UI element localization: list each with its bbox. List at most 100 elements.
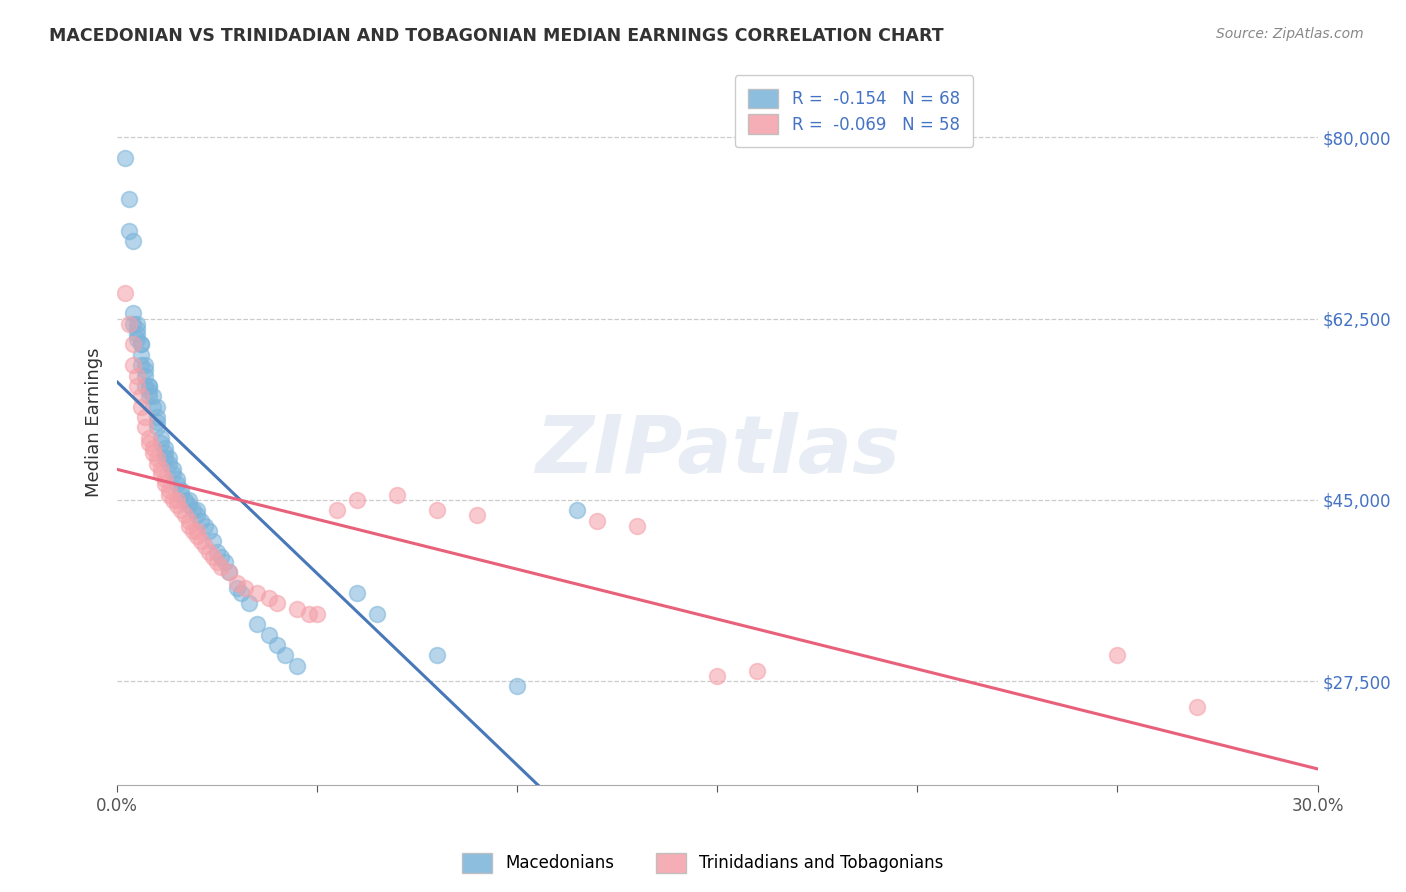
Point: [186, 524, 208, 538]
Point: [129, 337, 152, 351]
Point: [150, 436, 173, 450]
Point: [190, 534, 212, 549]
Point: [170, 483, 193, 497]
Point: [146, 415, 169, 429]
Point: [153, 451, 176, 466]
Point: [186, 508, 208, 523]
Point: [506, 679, 529, 693]
Point: [118, 193, 141, 207]
Point: [162, 467, 184, 481]
Point: [426, 503, 449, 517]
Point: [122, 306, 145, 320]
Point: [122, 358, 145, 372]
Point: [198, 544, 221, 558]
Point: [266, 638, 288, 652]
Point: [138, 389, 160, 403]
Point: [194, 540, 217, 554]
Point: [387, 488, 409, 502]
Point: [138, 379, 160, 393]
Point: [586, 514, 609, 528]
Point: [129, 400, 152, 414]
Point: [150, 467, 173, 481]
Legend: R =  -0.154   N = 68, R =  -0.069   N = 58: R = -0.154 N = 68, R = -0.069 N = 58: [735, 75, 973, 147]
Point: [257, 627, 280, 641]
Point: [285, 658, 308, 673]
Point: [198, 524, 221, 538]
Point: [150, 431, 173, 445]
Point: [153, 477, 176, 491]
Text: MACEDONIAN VS TRINIDADIAN AND TOBAGONIAN MEDIAN EARNINGS CORRELATION CHART: MACEDONIAN VS TRINIDADIAN AND TOBAGONIAN…: [49, 27, 943, 45]
Point: [205, 544, 228, 558]
Point: [174, 508, 197, 523]
Point: [186, 529, 208, 543]
Point: [114, 285, 136, 300]
Point: [298, 607, 321, 621]
Point: [238, 597, 260, 611]
Point: [134, 379, 156, 393]
Point: [122, 337, 145, 351]
Point: [129, 337, 152, 351]
Point: [246, 586, 269, 600]
Point: [170, 503, 193, 517]
Point: [194, 518, 217, 533]
Point: [186, 503, 208, 517]
Point: [134, 363, 156, 377]
Point: [142, 441, 165, 455]
Point: [231, 586, 253, 600]
Point: [157, 451, 180, 466]
Point: [166, 498, 188, 512]
Point: [209, 549, 232, 564]
Point: [1107, 648, 1129, 663]
Point: [118, 317, 141, 331]
Point: [146, 457, 169, 471]
Point: [142, 446, 165, 460]
Point: [174, 492, 197, 507]
Point: [142, 400, 165, 414]
Point: [567, 503, 589, 517]
Point: [179, 518, 201, 533]
Point: [129, 389, 152, 403]
Point: [122, 317, 145, 331]
Legend: Macedonians, Trinidadians and Tobagonians: Macedonians, Trinidadians and Tobagonian…: [456, 847, 950, 880]
Point: [134, 409, 156, 424]
Point: [129, 358, 152, 372]
Point: [146, 400, 169, 414]
Point: [205, 555, 228, 569]
Point: [146, 409, 169, 424]
Point: [153, 441, 176, 455]
Point: [326, 503, 349, 517]
Point: [138, 431, 160, 445]
Point: [138, 379, 160, 393]
Point: [134, 368, 156, 383]
Point: [285, 601, 308, 615]
Point: [134, 420, 156, 434]
Point: [465, 508, 488, 523]
Point: [181, 524, 204, 538]
Point: [1187, 700, 1209, 714]
Y-axis label: Median Earnings: Median Earnings: [86, 347, 103, 497]
Point: [166, 477, 188, 491]
Point: [162, 462, 184, 476]
Point: [127, 379, 149, 393]
Point: [153, 446, 176, 460]
Point: [157, 457, 180, 471]
Point: [626, 518, 648, 533]
Point: [226, 575, 249, 590]
Point: [122, 234, 145, 248]
Point: [233, 581, 256, 595]
Point: [127, 317, 149, 331]
Point: [226, 581, 249, 595]
Point: [214, 555, 236, 569]
Point: [138, 436, 160, 450]
Point: [266, 597, 288, 611]
Point: [246, 617, 269, 632]
Point: [150, 462, 173, 476]
Point: [179, 498, 201, 512]
Point: [307, 607, 329, 621]
Point: [346, 586, 368, 600]
Point: [118, 223, 141, 237]
Point: [127, 322, 149, 336]
Point: [257, 591, 280, 606]
Point: [346, 492, 368, 507]
Point: [179, 492, 201, 507]
